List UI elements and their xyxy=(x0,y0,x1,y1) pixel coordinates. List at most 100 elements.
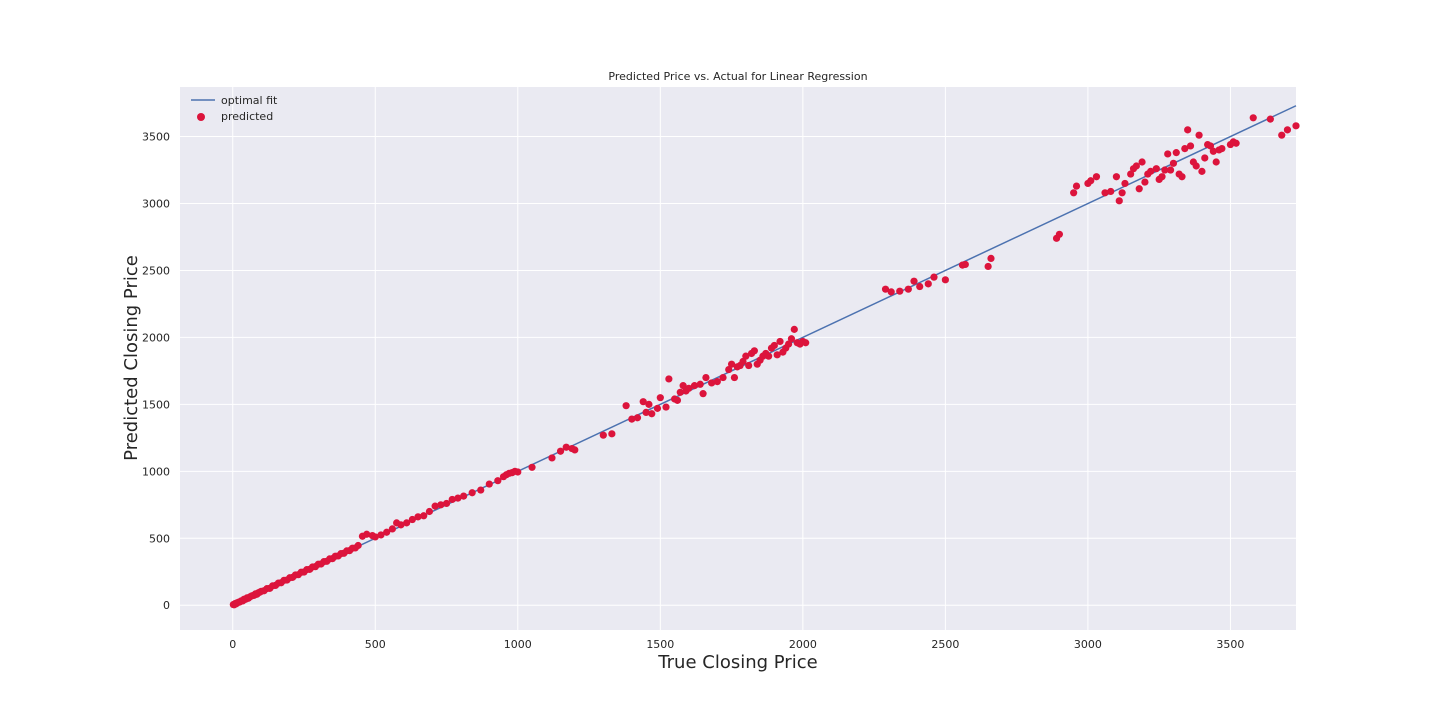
predicted-point xyxy=(528,463,536,471)
predicted-point xyxy=(1283,126,1292,134)
predicted-point xyxy=(725,365,733,374)
predicted-point xyxy=(802,339,810,347)
x-tick-label: 1000 xyxy=(504,638,532,651)
predicted-point xyxy=(702,373,710,382)
predicted-point xyxy=(648,410,656,418)
predicted-point xyxy=(377,531,385,539)
predicted-point xyxy=(1092,173,1101,181)
predicted-point xyxy=(730,373,739,382)
predicted-point xyxy=(984,262,992,271)
x-tick-label: 3500 xyxy=(1216,638,1244,651)
predicted-point xyxy=(1201,154,1209,162)
predicted-point xyxy=(784,340,793,348)
predicted-point xyxy=(354,541,362,550)
legend-point-swatch xyxy=(197,113,205,121)
predicted-point xyxy=(1169,159,1178,167)
predicted-point xyxy=(685,384,693,392)
predicted-point xyxy=(916,282,924,291)
predicted-point xyxy=(1087,177,1095,185)
predicted-point xyxy=(910,277,918,285)
predicted-point xyxy=(1178,173,1186,181)
predicted-point xyxy=(388,525,396,533)
predicted-point xyxy=(1232,139,1240,147)
predicted-point xyxy=(363,530,371,538)
predicted-point xyxy=(494,477,502,485)
x-tick-labels: 0 500 1000 1500 2000 2500 3000 3500 xyxy=(229,638,1244,651)
predicted-point xyxy=(708,379,716,387)
x-tick-label: 500 xyxy=(365,638,386,651)
y-tick-label: 2000 xyxy=(142,331,170,344)
predicted-point xyxy=(1070,189,1078,197)
grid-lines xyxy=(180,87,1296,630)
predicted-point xyxy=(642,408,650,416)
predicted-point xyxy=(431,502,439,510)
predicted-point xyxy=(719,373,727,382)
x-tick-label: 2500 xyxy=(931,638,959,651)
y-tick-label: 2500 xyxy=(142,264,170,277)
predicted-point xyxy=(485,480,493,488)
predicted-point xyxy=(930,273,938,281)
predicted-point xyxy=(460,492,468,500)
predicted-point xyxy=(1198,167,1206,175)
predicted-point xyxy=(1266,115,1274,123)
predicted-point xyxy=(1186,142,1195,150)
predicted-point xyxy=(420,512,428,520)
predicted-point xyxy=(961,260,969,269)
predicted-point xyxy=(1161,166,1169,174)
predicted-point xyxy=(548,454,556,462)
predicted-point xyxy=(1115,197,1123,205)
chart-title: Predicted Price vs. Actual for Linear Re… xyxy=(608,70,867,83)
predicted-point xyxy=(679,382,687,390)
predicted-point xyxy=(1212,158,1220,166)
predicted-point xyxy=(628,415,636,423)
predicted-point xyxy=(1135,185,1143,193)
predicted-point xyxy=(987,254,995,263)
predicted-point xyxy=(745,361,753,370)
legend-label-optimal-fit: optimal fit xyxy=(221,94,278,107)
y-tick-label: 1500 xyxy=(142,398,170,411)
predicted-point xyxy=(1072,182,1081,190)
predicted-point xyxy=(1132,162,1140,170)
predicted-point xyxy=(425,507,434,516)
x-tick-label: 3000 xyxy=(1074,638,1102,651)
predicted-point xyxy=(739,357,747,366)
predicted-point xyxy=(904,285,912,293)
y-tick-labels: 0 500 1000 1500 2000 2500 3000 3500 xyxy=(142,131,170,613)
predicted-point xyxy=(468,489,476,497)
predicted-point xyxy=(1181,144,1189,153)
predicted-point xyxy=(477,486,485,494)
predicted-points-layer xyxy=(229,114,1300,609)
predicted-point xyxy=(1118,189,1126,197)
predicted-point xyxy=(562,443,570,451)
predicted-point xyxy=(1209,147,1217,155)
predicted-point xyxy=(414,513,422,521)
predicted-point xyxy=(941,276,949,284)
predicted-point xyxy=(765,352,773,360)
predicted-point xyxy=(676,388,684,396)
predicted-point xyxy=(787,335,796,343)
predicted-point xyxy=(1107,187,1115,196)
predicted-point xyxy=(887,288,895,296)
predicted-point xyxy=(437,501,445,509)
predicted-point xyxy=(622,402,630,410)
predicted-point xyxy=(1101,189,1109,197)
y-axis-label: Predicted Closing Price xyxy=(121,255,142,461)
plot-background xyxy=(180,87,1296,630)
predicted-point xyxy=(1138,158,1146,166)
predicted-point xyxy=(1141,178,1149,186)
predicted-point xyxy=(1127,170,1135,178)
predicted-point xyxy=(896,287,904,295)
predicted-point xyxy=(556,447,565,455)
predicted-point xyxy=(653,404,662,412)
predicted-point xyxy=(1147,167,1155,175)
predicted-point xyxy=(1152,165,1160,173)
predicted-point xyxy=(1206,142,1215,150)
predicted-point xyxy=(773,351,781,359)
y-tick-label: 0 xyxy=(163,599,170,612)
predicted-point xyxy=(750,347,758,355)
predicted-point xyxy=(656,394,664,402)
predicted-point xyxy=(408,515,416,524)
predicted-point xyxy=(1112,173,1121,181)
legend-label-predicted: predicted xyxy=(221,110,273,123)
